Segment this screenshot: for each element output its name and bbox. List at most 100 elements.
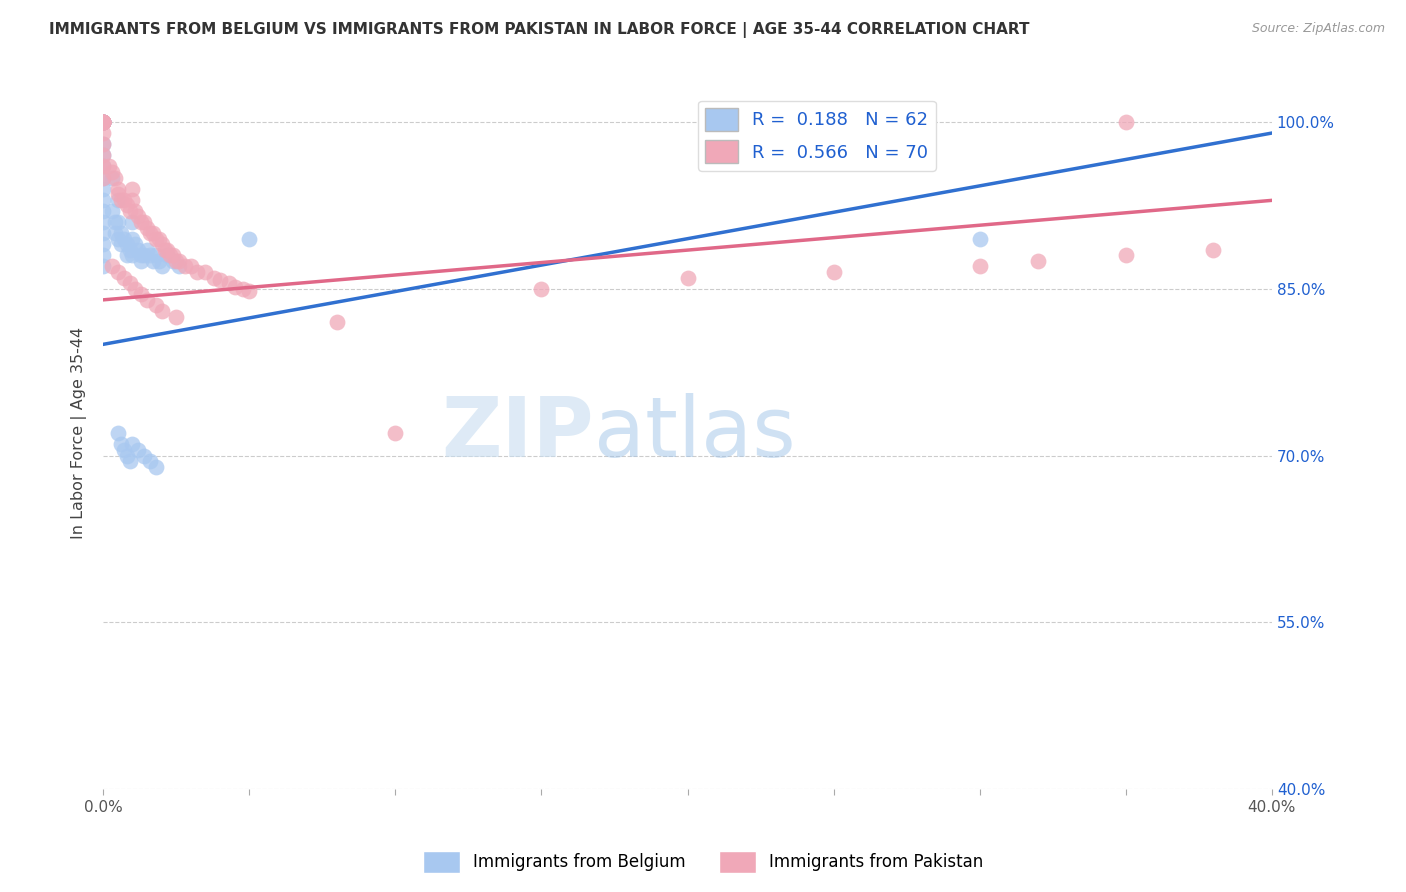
Point: [91, 115, 114, 129]
Point: [145, 232, 167, 246]
Point: [238, 232, 260, 246]
Point: [969, 232, 991, 246]
Point: [186, 265, 208, 279]
Point: [91, 115, 114, 129]
Point: [107, 426, 129, 441]
Point: [118, 203, 141, 218]
Point: [124, 237, 146, 252]
Point: [110, 193, 132, 207]
Point: [1026, 254, 1049, 268]
Point: [104, 215, 127, 229]
Point: [174, 260, 197, 274]
Point: [91, 160, 114, 174]
Point: [124, 282, 146, 296]
Point: [91, 203, 114, 218]
Point: [118, 243, 141, 257]
Point: [326, 315, 349, 329]
Point: [156, 248, 179, 262]
Point: [91, 115, 114, 129]
Point: [91, 115, 114, 129]
Point: [91, 115, 114, 129]
Point: [121, 181, 143, 195]
Point: [91, 260, 114, 274]
Point: [101, 203, 124, 218]
Point: [110, 226, 132, 240]
Point: [148, 254, 170, 268]
Point: [167, 254, 190, 268]
Point: [121, 193, 143, 207]
Point: [91, 170, 114, 185]
Point: [115, 198, 138, 212]
Point: [91, 115, 114, 129]
Point: [91, 115, 114, 129]
Point: [127, 210, 149, 224]
Point: [91, 170, 114, 185]
Point: [159, 248, 181, 262]
Point: [129, 215, 152, 229]
Point: [107, 193, 129, 207]
Point: [118, 454, 141, 468]
Point: [118, 276, 141, 290]
Point: [136, 293, 159, 307]
Point: [107, 265, 129, 279]
Point: [112, 232, 135, 246]
Point: [167, 260, 190, 274]
Point: [91, 115, 114, 129]
Point: [162, 254, 184, 268]
Point: [129, 254, 152, 268]
Point: [134, 449, 156, 463]
Point: [134, 248, 156, 262]
Point: [121, 215, 143, 229]
Point: [209, 273, 232, 287]
Point: [91, 148, 114, 162]
Text: IMMIGRANTS FROM BELGIUM VS IMMIGRANTS FROM PAKISTAN IN LABOR FORCE | AGE 35-44 C: IMMIGRANTS FROM BELGIUM VS IMMIGRANTS FR…: [49, 22, 1029, 38]
Point: [91, 181, 114, 195]
Point: [121, 248, 143, 262]
Point: [139, 248, 162, 262]
Point: [91, 248, 114, 262]
Point: [232, 282, 254, 296]
Point: [156, 243, 179, 257]
Point: [121, 437, 143, 451]
Point: [165, 310, 187, 324]
Point: [107, 215, 129, 229]
Point: [676, 270, 699, 285]
Text: Source: ZipAtlas.com: Source: ZipAtlas.com: [1251, 22, 1385, 36]
Point: [91, 115, 114, 129]
Point: [91, 193, 114, 207]
Point: [134, 215, 156, 229]
Point: [127, 243, 149, 257]
Point: [110, 237, 132, 252]
Point: [165, 254, 187, 268]
Point: [112, 193, 135, 207]
Point: [104, 226, 127, 240]
Point: [91, 115, 114, 129]
Point: [91, 137, 114, 152]
Text: atlas: atlas: [595, 392, 796, 474]
Point: [530, 282, 553, 296]
Point: [104, 170, 127, 185]
Point: [91, 148, 114, 162]
Point: [148, 232, 170, 246]
Y-axis label: In Labor Force | Age 35-44: In Labor Force | Age 35-44: [72, 327, 87, 540]
Point: [224, 279, 246, 293]
Point: [91, 115, 114, 129]
Point: [124, 203, 146, 218]
Point: [969, 260, 991, 274]
Point: [91, 126, 114, 140]
Point: [129, 248, 152, 262]
Point: [91, 115, 114, 129]
Point: [101, 260, 124, 274]
Point: [115, 237, 138, 252]
Point: [127, 442, 149, 457]
Point: [101, 170, 124, 185]
Point: [91, 115, 114, 129]
Point: [91, 226, 114, 240]
Point: [91, 215, 114, 229]
Point: [107, 181, 129, 195]
Legend: R =  0.188   N = 62, R =  0.566   N = 70: R = 0.188 N = 62, R = 0.566 N = 70: [699, 101, 935, 170]
Point: [107, 232, 129, 246]
Point: [136, 220, 159, 235]
Point: [107, 187, 129, 202]
Point: [115, 248, 138, 262]
